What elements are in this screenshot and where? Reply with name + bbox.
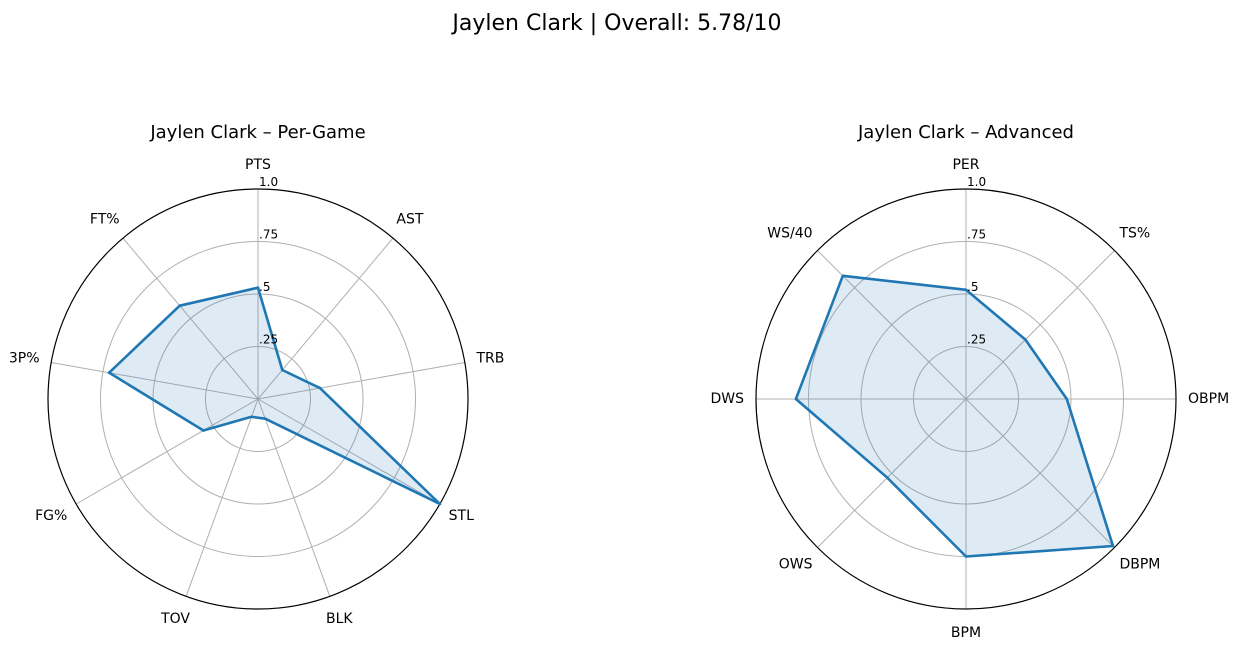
radar-advanced-rtick-label: .25 xyxy=(967,333,986,347)
radar-per-game-axis-label-blk: BLK xyxy=(326,611,353,627)
radar-per-game-axis-label-stl: STL xyxy=(449,508,474,524)
radar-per-game-axis-label-trb: TRB xyxy=(475,350,504,366)
radar-advanced-point-ws-40 xyxy=(841,274,845,278)
radar-per-game-point-fg-pct xyxy=(202,429,205,432)
radar-per-game-spoke xyxy=(257,398,331,597)
radar-per-game-axis-label-ast: AST xyxy=(396,212,423,228)
radar-per-game-point-trb xyxy=(318,386,322,390)
radar-advanced-axis-label-dws: DWS xyxy=(710,391,744,407)
radar-advanced-spoke xyxy=(817,398,967,548)
radar-per-game-point-pts xyxy=(256,286,260,290)
radar-per-game-frame xyxy=(47,188,469,610)
radar-advanced-title: Jaylen Clark – Advanced xyxy=(857,122,1074,143)
radar-advanced-point-dbpm xyxy=(1111,544,1115,548)
radar-per-game-spoke xyxy=(51,362,259,400)
radar-per-game-axis-label-3p-pct: 3P% xyxy=(9,350,40,366)
radar-per-game-title: Jaylen Clark – Per-Game xyxy=(149,122,365,143)
radar-per-game-point-tov xyxy=(250,415,253,419)
radar-per-game-point-3p-pct xyxy=(107,371,111,375)
radar-per-game-point-blk xyxy=(263,417,267,421)
radar-advanced-rtick-label: .75 xyxy=(967,228,986,242)
radar-per-game-rtick-label: .75 xyxy=(259,228,278,242)
radar-per-game-axis-label-tov: TOV xyxy=(160,611,190,627)
radar-advanced-area xyxy=(795,275,1113,557)
radar-per-game-spoke xyxy=(257,237,394,400)
radar-advanced-axis-label-ws-40: WS/40 xyxy=(767,226,812,242)
radar-advanced-point-bpm xyxy=(964,555,968,558)
radar-advanced-rtick-label: .5 xyxy=(967,280,978,294)
radar-advanced-axis-label-dbpm: DBPM xyxy=(1119,556,1160,572)
radar-per-game-spoke xyxy=(257,398,441,505)
figure-suptitle: Jaylen Clark | Overall: 5.78/10 xyxy=(450,11,781,36)
radar-per-game-spoke xyxy=(75,398,259,505)
radar-per-game-spoke xyxy=(122,237,259,400)
radar-per-game-rtick-label: .25 xyxy=(259,333,278,347)
radar-per-game: Jaylen Clark – Per-Game .25 .5 .75 1.0 PTS AS… xyxy=(9,122,504,627)
radar-advanced-axis-label-per: PER xyxy=(952,157,979,173)
radar-per-game-point-ft-pct xyxy=(178,304,182,307)
radar-per-game-spoke xyxy=(257,362,465,400)
radar-per-game-rtick-label: 1.0 xyxy=(259,175,278,189)
radar-advanced-axis-label-obpm: OBPM xyxy=(1188,391,1229,407)
radar-advanced-point-ows xyxy=(885,476,889,480)
radar-advanced-point-ts-pct xyxy=(1024,338,1027,341)
radar-per-game-area xyxy=(109,287,440,504)
radar-advanced-rtick-label: 1.0 xyxy=(967,175,986,189)
radar-per-game-point-ast xyxy=(280,368,284,372)
radar-advanced-axis-label-ows: OWS xyxy=(779,556,813,572)
radar-per-game-axis-label-pts: PTS xyxy=(245,157,271,173)
radar-advanced-spoke xyxy=(965,398,1115,548)
radar-advanced-point-obpm xyxy=(1065,397,1069,401)
radar-advanced-spoke xyxy=(965,250,1115,400)
radar-per-game-axis-label-ft-pct: FT% xyxy=(90,212,120,228)
radar-advanced-axis-label-bpm: BPM xyxy=(951,625,981,641)
radar-per-game-axis-label-fg-pct: FG% xyxy=(35,508,67,524)
radar-per-game-point-stl xyxy=(438,502,442,506)
radar-advanced-axis-label-ts-pct: TS% xyxy=(1118,226,1150,242)
radar-advanced-point-dws xyxy=(794,397,798,401)
radar-per-game-spoke xyxy=(185,398,259,597)
radar-advanced: Jaylen Clark – Advanced .25 .5 .75 1.0 PER TS… xyxy=(710,122,1229,641)
radar-advanced-frame xyxy=(755,188,1177,610)
radar-per-game-series-line xyxy=(107,286,442,506)
radar-per-game-rtick-label: .5 xyxy=(259,280,270,294)
radar-advanced-point-per xyxy=(964,288,968,292)
